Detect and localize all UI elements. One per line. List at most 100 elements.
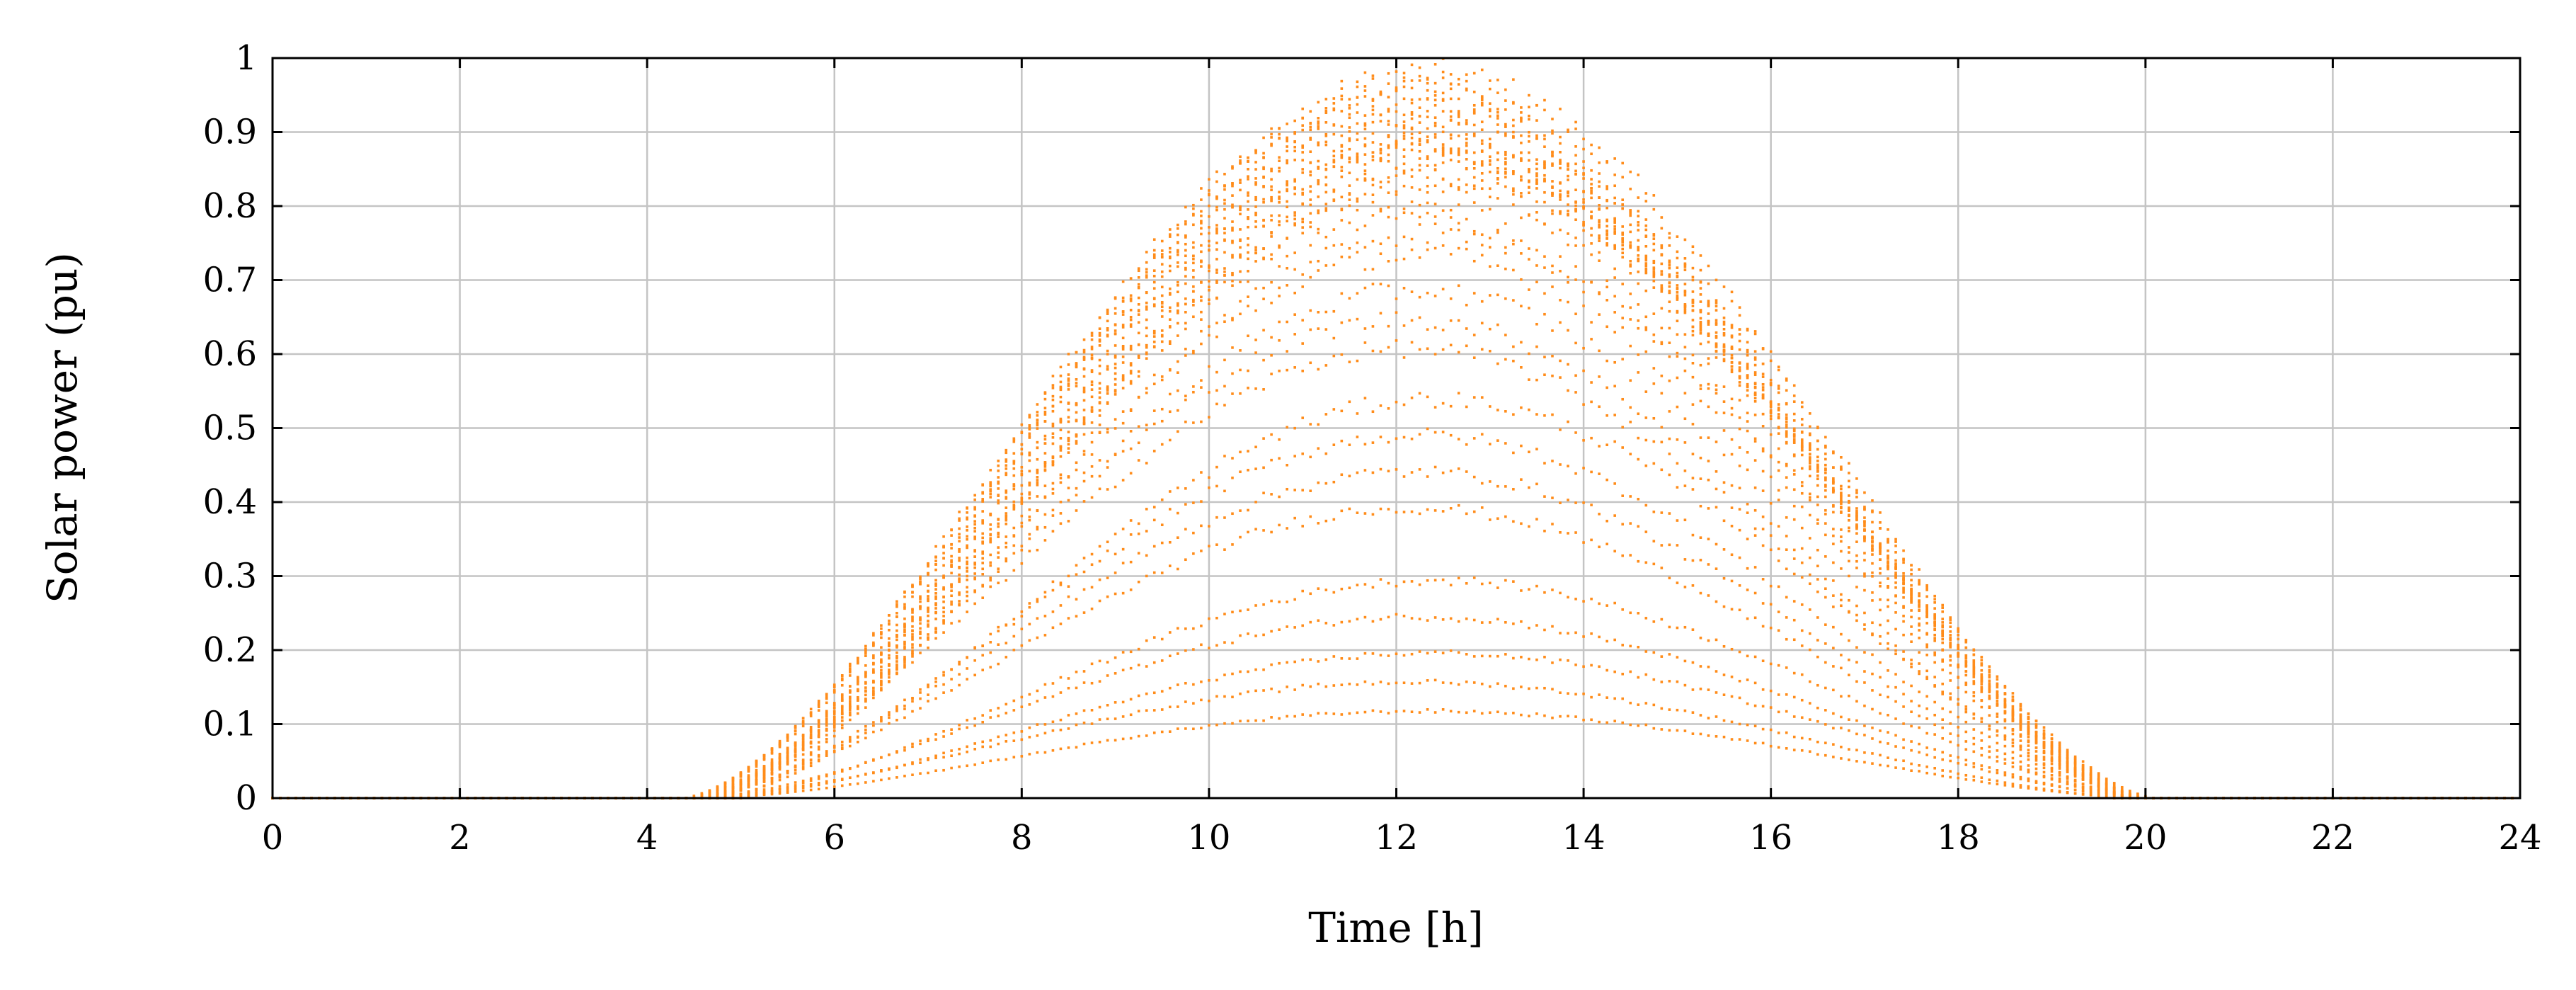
- data-point: [1488, 115, 1492, 118]
- data-point: [1239, 238, 1242, 241]
- data-point: [1082, 389, 1086, 392]
- data-point: [1340, 166, 1344, 169]
- data-point: [1215, 271, 1218, 274]
- data-point: [1785, 413, 1788, 416]
- data-point: [832, 734, 836, 738]
- data-point: [1457, 186, 1460, 189]
- data-point: [1168, 235, 1172, 238]
- data-point: [1980, 664, 1983, 667]
- data-point: [1231, 256, 1234, 259]
- data-point: [1996, 696, 1999, 700]
- data-point: [747, 783, 750, 786]
- data-point: [1855, 491, 1858, 494]
- data-point: [1668, 275, 1671, 278]
- data-point: [1262, 198, 1265, 201]
- data-point: [1262, 136, 1265, 140]
- data-point: [1160, 294, 1164, 297]
- data-point: [1247, 178, 1249, 181]
- data-point: [1707, 312, 1710, 315]
- data-point: [1792, 433, 1796, 436]
- data-point: [2073, 762, 2077, 765]
- data-point: [1145, 343, 1148, 347]
- data-point: [1551, 151, 1554, 154]
- data-point: [989, 539, 992, 542]
- data-point: [2011, 716, 2015, 719]
- data-point: [1668, 232, 1671, 235]
- data-point: [770, 748, 774, 751]
- data-point: [1816, 463, 1819, 467]
- data-point: [1254, 213, 1257, 217]
- data-point: [1691, 329, 1695, 333]
- data-point: [1215, 180, 1218, 183]
- data-point: [832, 689, 836, 693]
- data-point: [1824, 463, 1827, 467]
- data-point: [903, 618, 906, 620]
- data-point: [1293, 180, 1296, 183]
- data-point: [1567, 190, 1569, 193]
- data-point: [1746, 353, 1749, 357]
- data-point: [817, 719, 820, 722]
- data-point: [832, 712, 836, 715]
- data-point: [1160, 253, 1164, 256]
- data-point: [1098, 364, 1101, 368]
- data-point: [1239, 178, 1242, 182]
- data-point: [950, 594, 953, 598]
- data-point: [1683, 304, 1687, 307]
- data-point: [1941, 641, 1945, 644]
- data-point: [1160, 315, 1164, 318]
- data-point: [958, 550, 961, 552]
- data-point: [927, 562, 929, 565]
- data-point: [966, 518, 968, 521]
- data-point: [2003, 693, 2007, 695]
- data-point: [888, 614, 891, 617]
- data-point: [848, 669, 852, 672]
- data-point: [1465, 73, 1468, 76]
- data-point: [1769, 405, 1773, 409]
- data-point: [1879, 520, 1882, 524]
- data-point: [1051, 422, 1055, 426]
- data-point: [1239, 246, 1242, 249]
- data-point: [1543, 163, 1546, 166]
- data-point: [1067, 451, 1070, 454]
- data-point: [1980, 676, 1983, 679]
- data-point: [1715, 299, 1718, 302]
- data-point: [1090, 338, 1094, 341]
- data-point: [1177, 322, 1179, 325]
- data-point: [1098, 316, 1101, 319]
- data-point: [1894, 564, 1897, 567]
- data-point: [1059, 385, 1063, 389]
- data-point: [1465, 121, 1468, 125]
- data-point: [1317, 195, 1320, 198]
- data-point: [1418, 79, 1421, 82]
- data-point: [1551, 154, 1554, 157]
- data-point: [1270, 169, 1273, 173]
- data-point: [1996, 699, 1999, 702]
- data-point: [1426, 164, 1429, 167]
- data-point: [1472, 123, 1476, 127]
- data-point: [1504, 157, 1507, 160]
- data-point: [1629, 210, 1632, 213]
- data-point: [1418, 74, 1421, 78]
- data-point: [1152, 253, 1156, 256]
- data-point: [1309, 125, 1312, 129]
- data-point: [1715, 349, 1718, 353]
- data-point: [1051, 394, 1055, 398]
- data-point: [942, 535, 945, 538]
- data-point: [1395, 140, 1398, 142]
- data-point: [895, 651, 898, 654]
- data-point: [864, 648, 867, 652]
- data-point: [1512, 130, 1515, 134]
- data-point: [2019, 708, 2022, 712]
- data-point: [1824, 445, 1827, 449]
- data-point: [1012, 452, 1016, 455]
- data-point: [1247, 156, 1249, 159]
- data-point: [1644, 267, 1648, 271]
- data-point: [1254, 177, 1257, 180]
- data-point: [1254, 211, 1257, 215]
- data-point: [1988, 665, 1991, 668]
- data-point: [1699, 322, 1702, 326]
- data-point: [1114, 363, 1117, 365]
- data-point: [919, 637, 922, 639]
- data-point: [1652, 249, 1656, 252]
- data-point: [1121, 387, 1125, 389]
